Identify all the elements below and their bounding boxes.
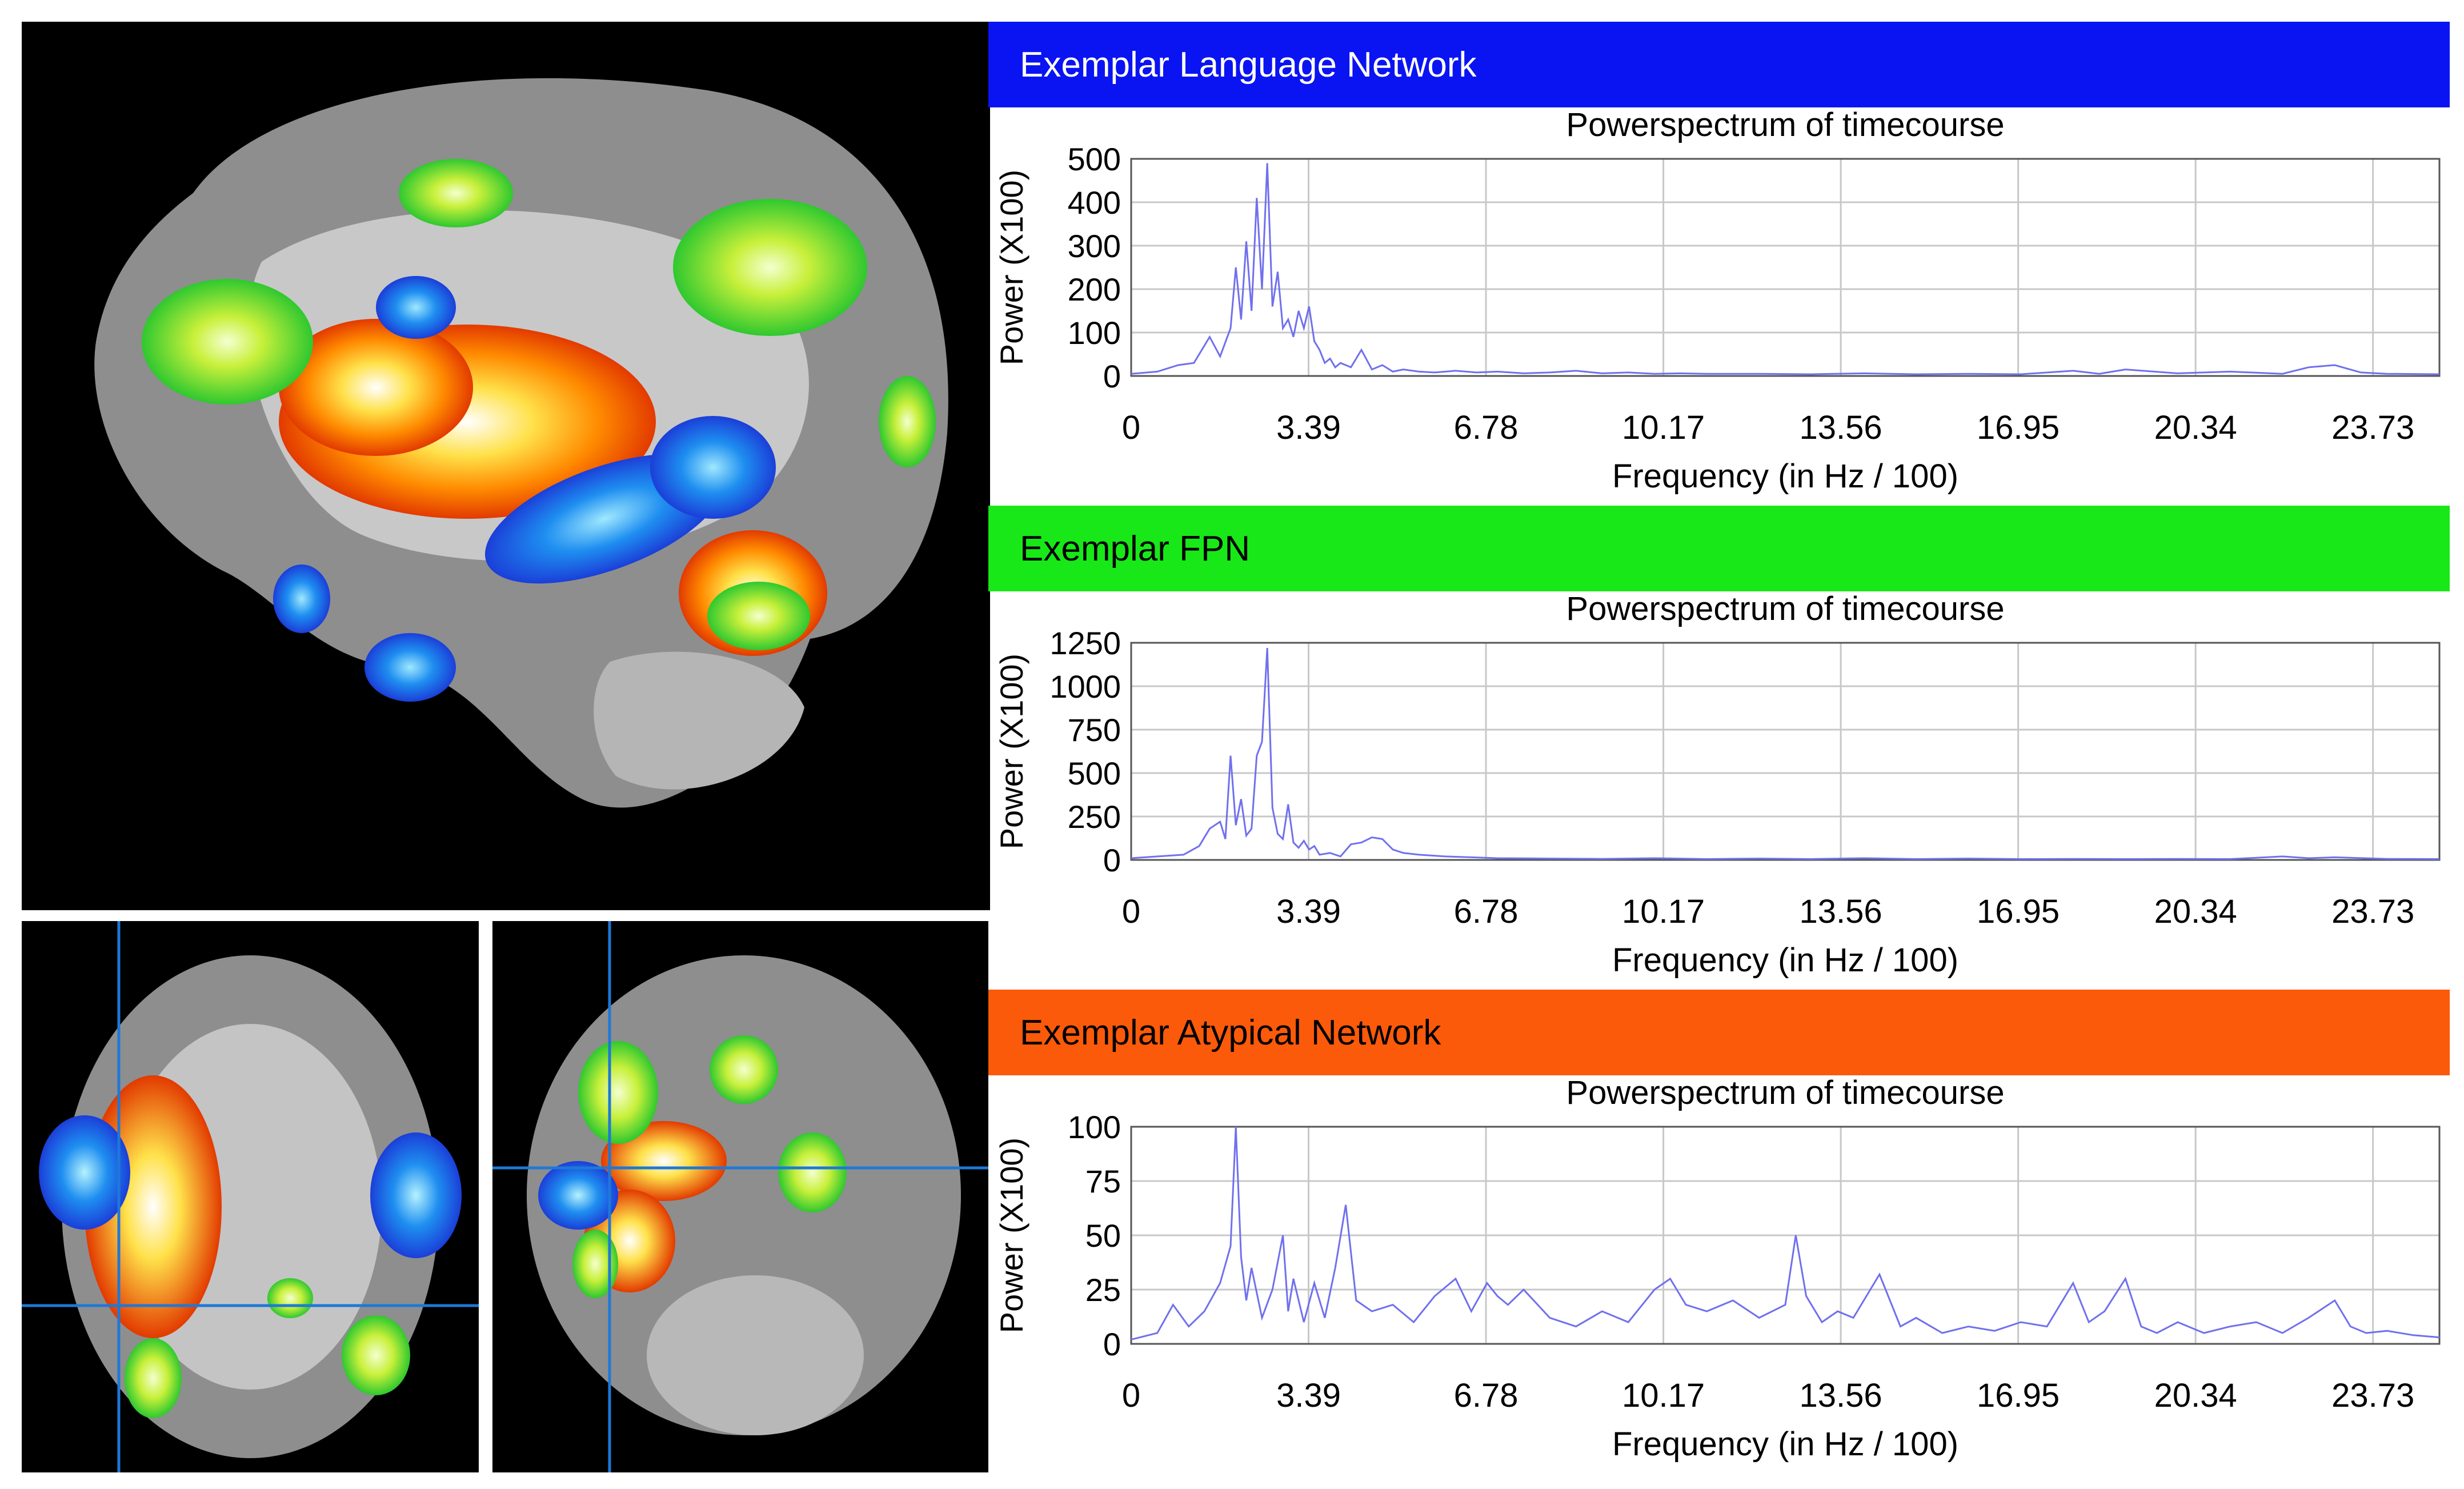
- x-tick-label: 10.17: [1622, 893, 1705, 930]
- x-tick-label: 16.95: [1977, 1377, 2060, 1414]
- x-tick-label: 23.73: [2331, 1377, 2414, 1414]
- x-tick-label: 20.34: [2154, 409, 2237, 446]
- panel-header-label: Exemplar Language Network: [1020, 45, 1477, 85]
- y-tick-label: 25: [1085, 1272, 1121, 1308]
- x-tick-label: 6.78: [1454, 409, 1519, 446]
- x-tick-label: 23.73: [2331, 893, 2414, 930]
- y-tick-label: 0: [1103, 1326, 1121, 1362]
- y-axis-label: Power (X100): [993, 170, 1029, 365]
- powerspectrum-chart: Powerspectrum of timecourse 0 3.39 6.78 10.1…: [993, 106, 2441, 495]
- chart-title: Powerspectrum of timecourse: [1566, 590, 2004, 627]
- y-tick-label: 200: [1068, 271, 1121, 307]
- plot-frame: [1130, 642, 2441, 861]
- y-tick-label: 400: [1068, 185, 1121, 221]
- y-tick-label: 1000: [1049, 669, 1121, 705]
- y-tick-label: 100: [1068, 315, 1121, 351]
- y-tick-label: 500: [1068, 141, 1121, 177]
- x-axis-label: Frequency (in Hz / 100): [1612, 942, 1958, 979]
- y-tick-label: 300: [1068, 228, 1121, 264]
- axial-brain-image: [22, 921, 479, 1472]
- y-tick-label: 750: [1068, 712, 1121, 748]
- series-line: [1131, 1126, 2440, 1340]
- x-tick-label: 3.39: [1276, 1377, 1341, 1414]
- powerspectrum-chart: Powerspectrum of timecourse 0 3.39 6.78 10.1…: [993, 1074, 2441, 1463]
- y-tick-label: 250: [1068, 799, 1121, 835]
- x-axis-label: Frequency (in Hz / 100): [1612, 1426, 1958, 1463]
- x-tick-label: 0: [1122, 893, 1140, 930]
- x-tick-label: 23.73: [2331, 409, 2414, 446]
- x-tick-label: 0: [1122, 409, 1140, 446]
- coronal-brain-image: [492, 921, 988, 1472]
- x-tick-label: 6.78: [1454, 1377, 1519, 1414]
- plot-frame: [1130, 158, 2441, 377]
- x-tick-label: 10.17: [1622, 409, 1705, 446]
- y-tick-label: 1250: [1049, 625, 1121, 661]
- series-line: [1131, 648, 2440, 860]
- x-tick-label: 16.95: [1977, 893, 2060, 930]
- panel-header: Exemplar FPN: [988, 506, 2450, 591]
- y-tick-label: 500: [1068, 755, 1121, 791]
- x-tick-label: 20.34: [2154, 1377, 2237, 1414]
- powerspectrum-chart: Powerspectrum of timecourse 0 3.39 6.78 10.1…: [993, 590, 2441, 979]
- x-tick-label: 13.56: [1800, 893, 1882, 930]
- x-tick-label: 3.39: [1276, 893, 1341, 930]
- chart-title: Powerspectrum of timecourse: [1566, 106, 2004, 143]
- x-axis-label: Frequency (in Hz / 100): [1612, 458, 1958, 495]
- language-network-panel: Exemplar Language Network Powerspectrum …: [988, 22, 2450, 505]
- x-tick-label: 3.39: [1276, 409, 1341, 446]
- y-axis-label: Power (X100): [993, 1138, 1029, 1333]
- plot-frame: [1130, 1126, 2441, 1345]
- x-tick-label: 0: [1122, 1377, 1140, 1414]
- x-tick-label: 20.34: [2154, 893, 2237, 930]
- x-tick-label: 13.56: [1800, 1377, 1882, 1414]
- y-tick-label: 0: [1103, 358, 1121, 394]
- x-tick-label: 6.78: [1454, 893, 1519, 930]
- panel-header: Exemplar Language Network: [988, 22, 2450, 107]
- series-line: [1131, 163, 2440, 375]
- y-tick-label: 100: [1068, 1109, 1121, 1145]
- y-tick-label: 0: [1103, 842, 1121, 878]
- fpn-panel: Exemplar FPN Powerspectrum of timecourse…: [988, 506, 2450, 988]
- sagittal-brain-image: [22, 22, 990, 910]
- x-tick-label: 13.56: [1800, 409, 1882, 446]
- y-tick-label: 75: [1085, 1163, 1121, 1199]
- atypical-network-panel: Exemplar Atypical Network Powerspectrum …: [988, 990, 2450, 1472]
- x-tick-label: 10.17: [1622, 1377, 1705, 1414]
- chart-title: Powerspectrum of timecourse: [1566, 1074, 2004, 1111]
- panel-header-label: Exemplar Atypical Network: [1020, 1012, 1441, 1052]
- y-tick-label: 50: [1085, 1218, 1121, 1254]
- panel-header: Exemplar Atypical Network: [988, 990, 2450, 1075]
- y-axis-label: Power (X100): [993, 654, 1029, 849]
- x-tick-label: 16.95: [1977, 409, 2060, 446]
- panel-header-label: Exemplar FPN: [1020, 529, 1251, 569]
